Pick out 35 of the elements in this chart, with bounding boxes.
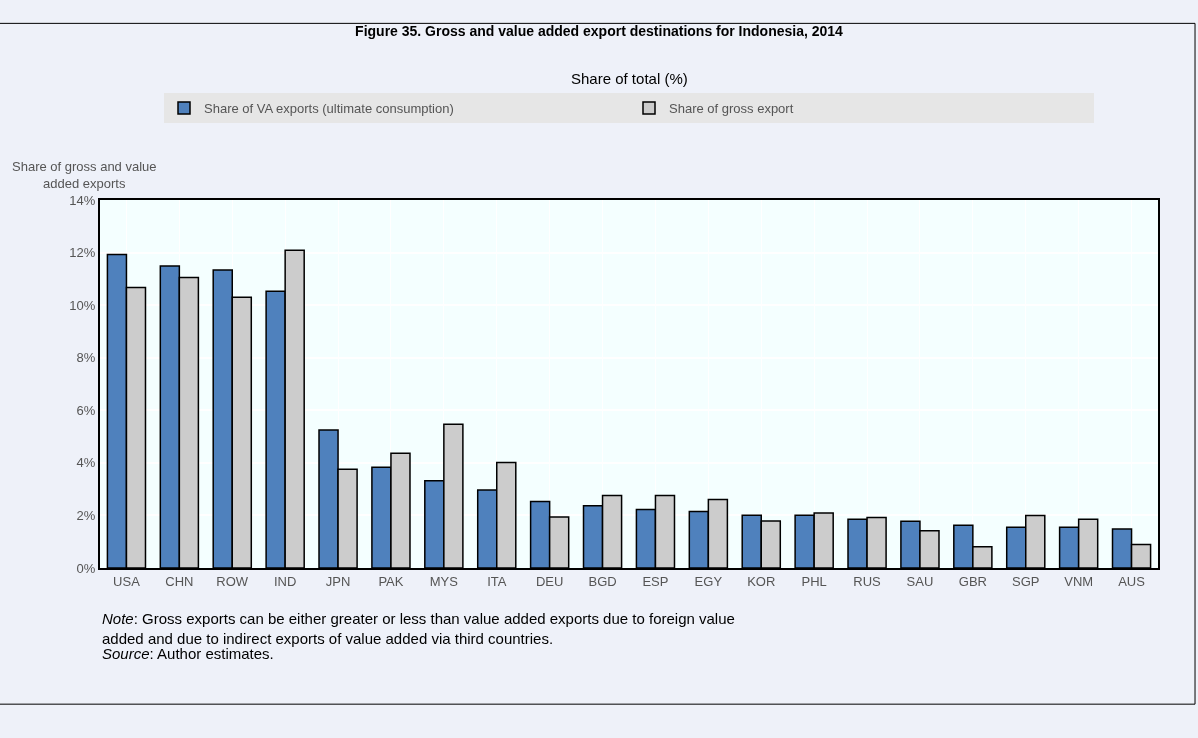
x-tick-label: EGY <box>694 573 723 589</box>
x-tick-label: SGP <box>1012 573 1040 589</box>
x-tick-label: RUS <box>853 573 882 589</box>
x-tick-label: GBR <box>958 573 987 589</box>
y-tick-label: 8% <box>76 350 96 366</box>
source-note: Source: Author estimates. <box>102 645 274 662</box>
x-tick-label: CHN <box>165 573 194 589</box>
x-tick-label: DEU <box>535 573 564 589</box>
x-tick-label: IND <box>273 573 297 589</box>
y-tick-label: 6% <box>76 402 96 418</box>
x-tick-label: MYS <box>429 573 459 589</box>
x-tick-label: SAU <box>906 573 934 589</box>
legend-label: Share of gross export <box>669 101 794 117</box>
x-tick-label: KOR <box>747 573 776 589</box>
legend-label: Share of VA exports (ultimate consumption) <box>204 101 454 117</box>
x-tick-label: AUS <box>1118 573 1146 589</box>
x-tick-label: ROW <box>216 573 249 589</box>
y-axis-title: Share of gross and value added exports <box>12 159 157 191</box>
y-tick-label: 12% <box>69 245 96 261</box>
chart-title: Figure 35. Gross and value added export destinations for Indonesia, 2014 <box>355 22 844 39</box>
y-tick-label: 10% <box>69 297 96 313</box>
x-tick-label: PHL <box>801 573 827 589</box>
x-tick-label: PAK <box>378 573 404 589</box>
y-tick-label: 2% <box>76 507 96 523</box>
y-tick-label: 4% <box>76 455 96 471</box>
chart-subtitle: Share of total (%) <box>571 70 688 87</box>
x-tick-label: VNM <box>1064 573 1094 589</box>
text: Note: Gross exports can be either greater or less than value added exports due to foreign value added and due to indirect exports of value added via third countries. <box>102 610 735 647</box>
x-tick-label: USA <box>113 573 141 589</box>
y-tick-label: 0% <box>76 560 96 576</box>
x-tick-label: JPN <box>325 573 351 589</box>
x-tick-label: ESP <box>642 573 669 589</box>
x-tick-label: ITA <box>487 573 507 589</box>
y-tick-label: 14% <box>69 192 96 208</box>
x-tick-label: BGD <box>588 573 617 589</box>
